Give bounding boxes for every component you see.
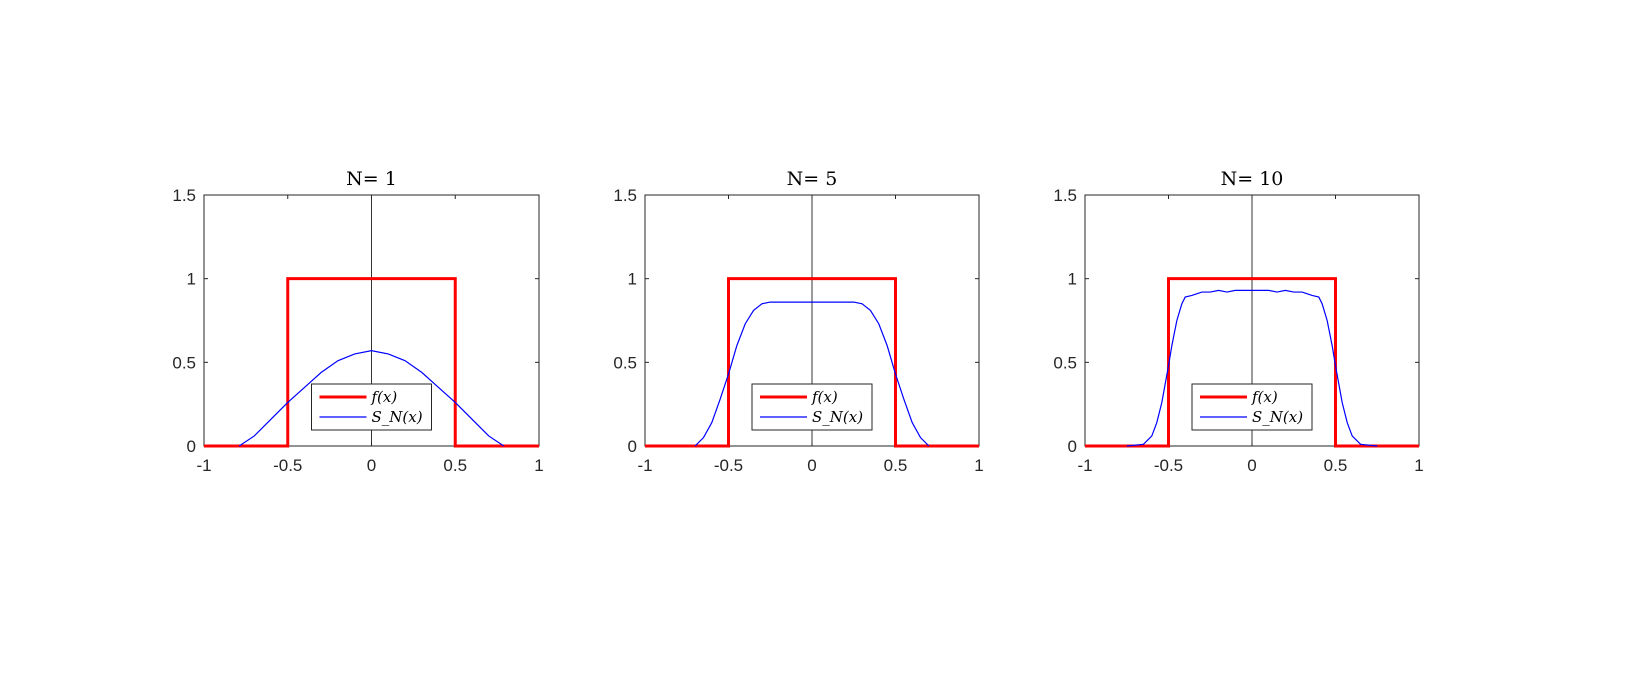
x-tick-label: 1 (1414, 456, 1423, 475)
y-tick-label: 0 (187, 437, 196, 456)
chart-panel-1: -1 -0.5 0 0.5 1 0 0.5 1 1.5 N= 1 f(x) S_N(x) (172, 168, 543, 475)
legend-box (751, 383, 873, 431)
legend-label-sn: S_N(x) (812, 408, 863, 426)
chart-panel-3: -1 -0.5 0 0.5 1 0 0.5 1 1.5 N= 10 f(x) S_N(x) (1053, 168, 1423, 475)
x-tick-label: -1 (196, 456, 211, 475)
series-line-f (1085, 277, 1419, 448)
chart-title: N= 1 (346, 168, 397, 190)
series-line-sn (1126, 289, 1378, 447)
y-tick-label: 0 (1068, 437, 1077, 456)
series-line-sn (694, 301, 930, 447)
legend: f(x) S_N(x) (751, 383, 873, 431)
series-line-f (204, 277, 539, 448)
legend-label-f: f(x) (371, 388, 398, 406)
legend-label-sn: S_N(x) (1252, 408, 1303, 426)
chart-panel-2: -1 -0.5 0 0.5 1 0 0.5 1 1.5 N= 5 f(x) S_N(x) (613, 168, 983, 475)
y-tick-label: 1.5 (1053, 186, 1077, 205)
y-tick-label: 1.5 (613, 186, 637, 205)
x-tick-label: 0.5 (884, 456, 908, 475)
x-tick-label: 0.5 (443, 456, 467, 475)
legend-label-f: f(x) (811, 388, 838, 406)
x-tick-label: 0 (367, 456, 376, 475)
x-tick-label: 0 (807, 456, 816, 475)
x-tick-label: -1 (637, 456, 652, 475)
y-tick-label: 1 (628, 270, 637, 289)
x-tick-label: 0.5 (1324, 456, 1348, 475)
y-tick-label: 1 (1068, 270, 1077, 289)
legend-box (1191, 383, 1313, 431)
x-tick-label: 1 (974, 456, 983, 475)
x-tick-label: -0.5 (1154, 456, 1183, 475)
legend-label-sn: S_N(x) (372, 408, 423, 426)
x-tick-label: -1 (1077, 456, 1092, 475)
x-tick-label: 1 (534, 456, 543, 475)
chart-title: N= 10 (1221, 168, 1284, 190)
x-tick-label: -0.5 (273, 456, 302, 475)
y-tick-label: 1.5 (172, 186, 196, 205)
legend: f(x) S_N(x) (311, 383, 432, 431)
legend: f(x) S_N(x) (1191, 383, 1313, 431)
series-line-sn (238, 350, 505, 447)
series-line-f (645, 277, 979, 448)
x-tick-label: -0.5 (714, 456, 743, 475)
y-tick-label: 0.5 (1053, 353, 1077, 372)
y-tick-label: 0 (628, 437, 637, 456)
y-tick-label: 0.5 (613, 353, 637, 372)
y-tick-label: 0.5 (172, 353, 196, 372)
chart-title: N= 5 (787, 168, 838, 190)
legend-box (311, 383, 432, 431)
legend-label-f: f(x) (1251, 388, 1278, 406)
x-tick-label: 0 (1247, 456, 1256, 475)
y-tick-label: 1 (187, 270, 196, 289)
